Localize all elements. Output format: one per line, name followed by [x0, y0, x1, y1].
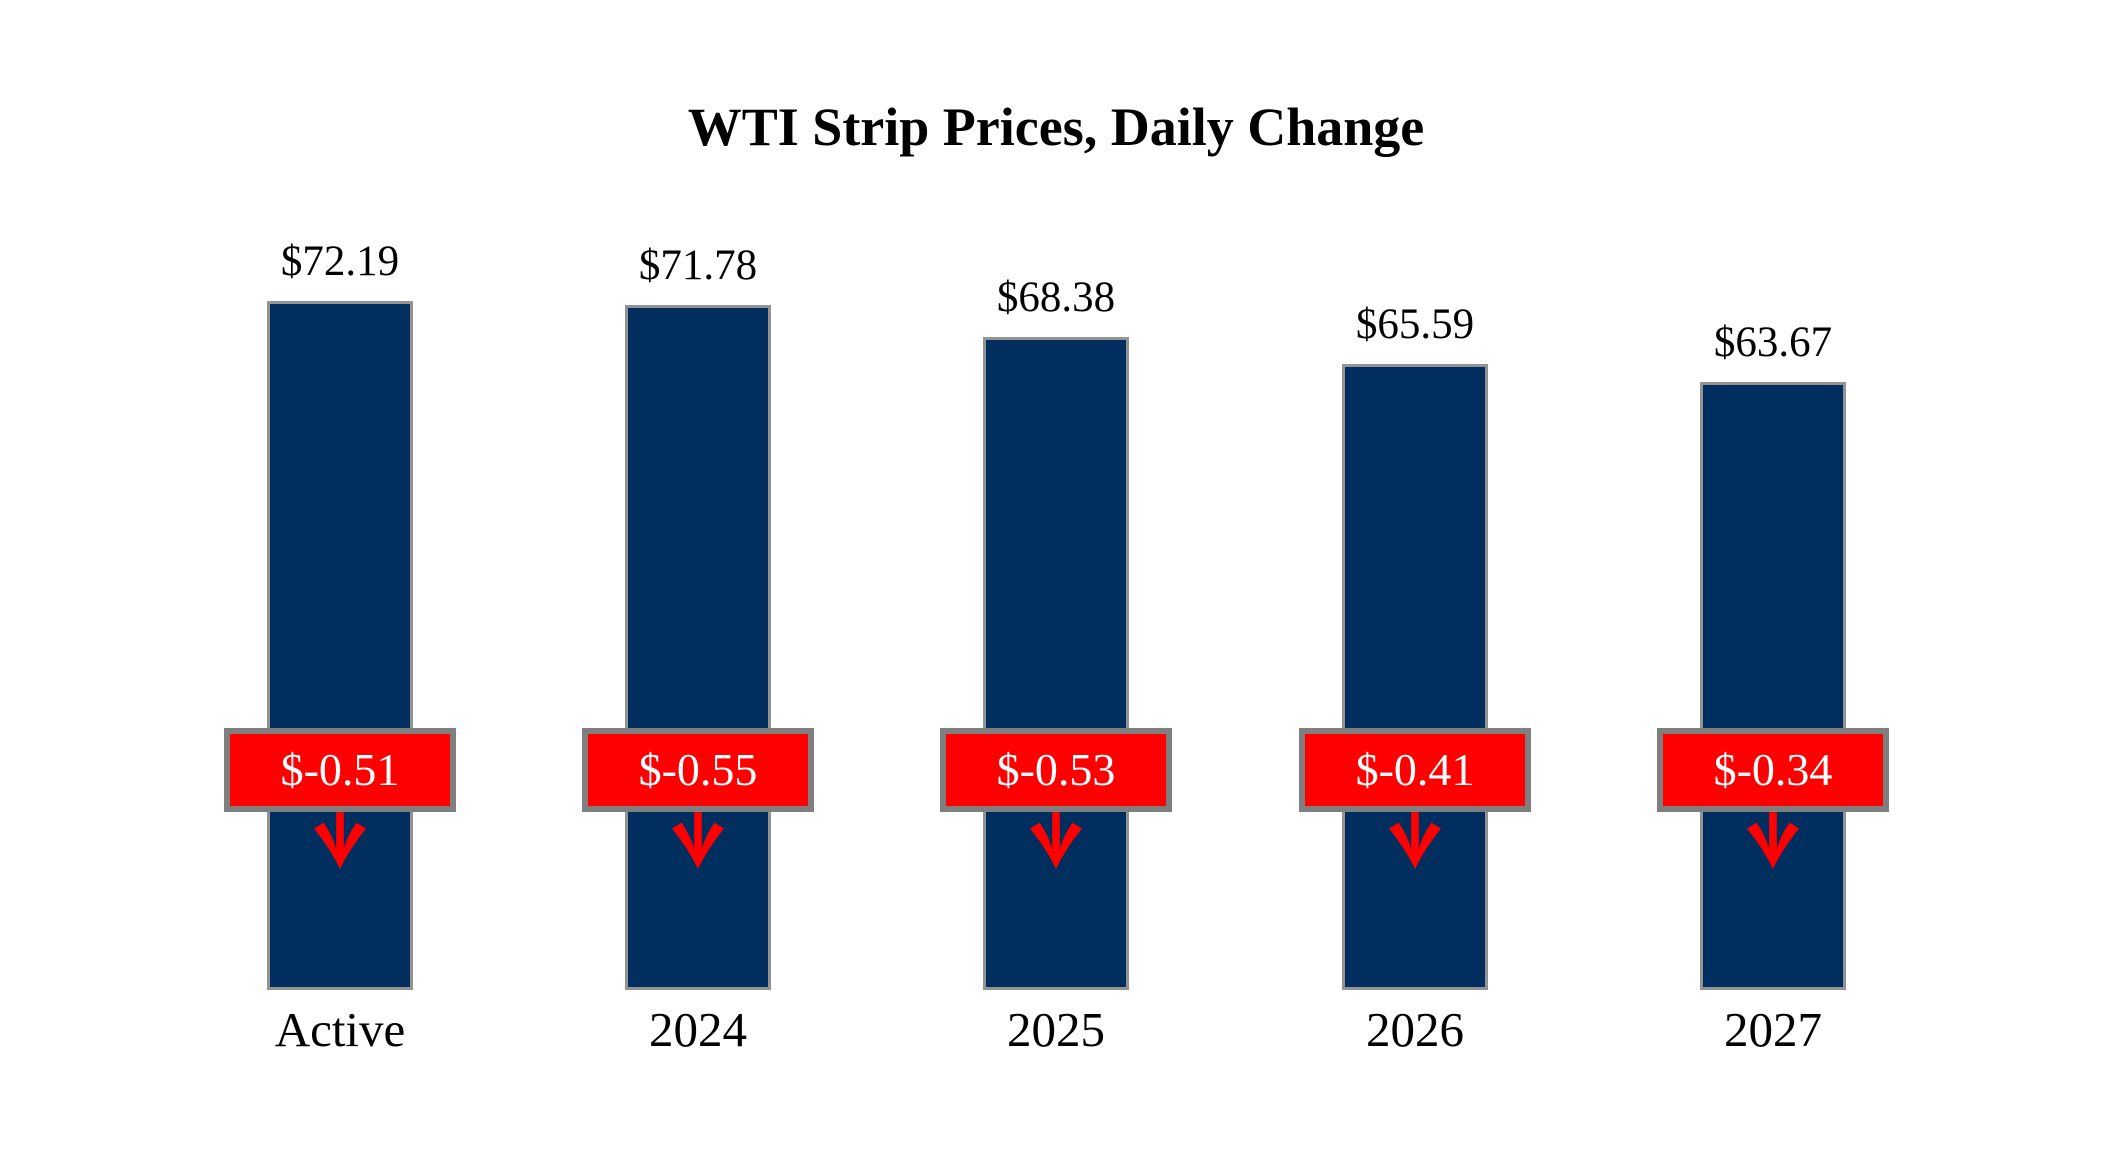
down-arrow-icon [1388, 812, 1442, 869]
price-label: $63.67 [1713, 319, 1833, 366]
daily-change-badge: $-0.53 [940, 728, 1172, 812]
chart-title: WTI Strip Prices, Daily Change [687, 97, 1425, 157]
daily-change-badge: $-0.34 [1657, 728, 1889, 812]
price-bar [983, 337, 1129, 990]
down-arrow-icon [1746, 812, 1800, 869]
axis-label: Active [274, 1002, 406, 1057]
price-bar [625, 305, 771, 990]
price-bar [267, 301, 413, 990]
price-bar [1700, 382, 1846, 990]
daily-change-badge: $-0.41 [1299, 728, 1531, 812]
down-arrow-icon [671, 812, 725, 869]
price-bar [1342, 364, 1488, 990]
daily-change-badge: $-0.55 [582, 728, 814, 812]
down-arrow-icon [313, 812, 367, 869]
axis-label: 2027 [1724, 1002, 1822, 1057]
down-arrow-icon [1029, 812, 1083, 869]
daily-change-badge: $-0.51 [224, 728, 456, 812]
price-label: $65.59 [1355, 301, 1475, 348]
price-label: $72.19 [280, 238, 400, 285]
price-label: $68.38 [996, 274, 1116, 321]
price-label: $71.78 [638, 242, 758, 289]
axis-label: 2025 [1007, 1002, 1105, 1057]
axis-label: 2026 [1366, 1002, 1464, 1057]
axis-label: 2024 [649, 1002, 747, 1057]
